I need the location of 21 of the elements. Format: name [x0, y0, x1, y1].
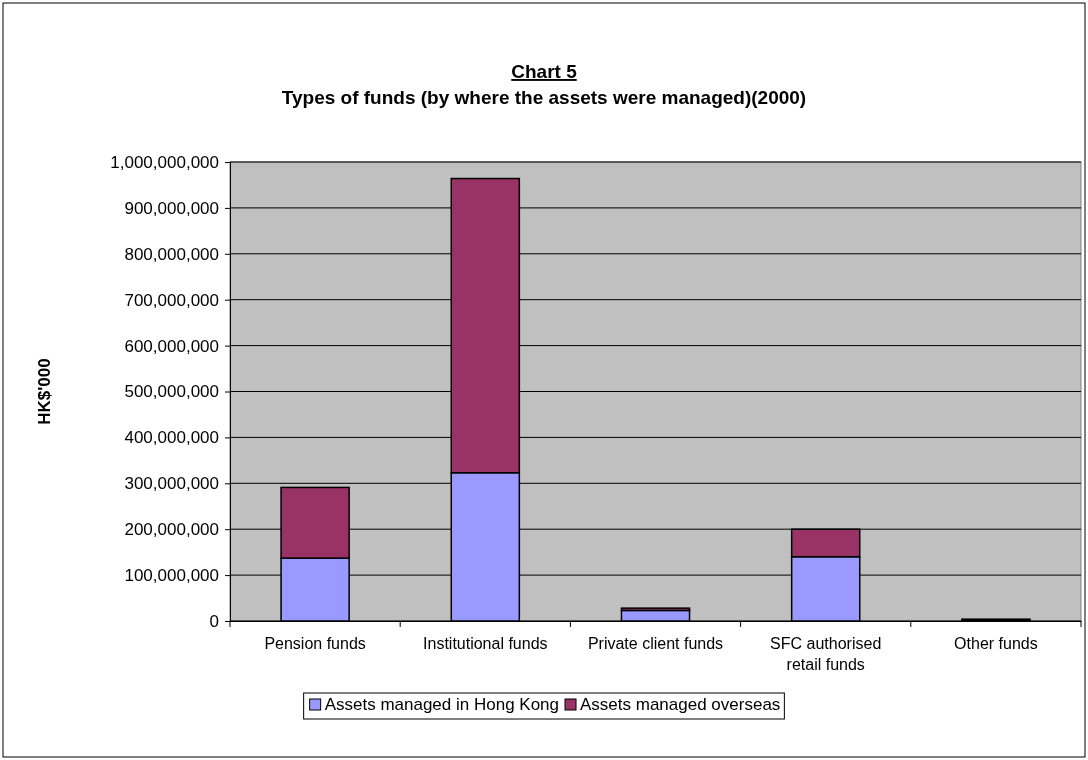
- y-tick-label: 800,000,000: [124, 244, 219, 264]
- legend-label: Assets managed overseas: [580, 695, 781, 714]
- y-tick-label: 200,000,000: [124, 520, 219, 540]
- y-tick-label: 100,000,000: [124, 566, 219, 586]
- y-tick-label: 700,000,000: [124, 290, 219, 310]
- chart-title: Chart 5: [511, 61, 578, 82]
- x-tick-label: Institutional funds: [423, 635, 548, 652]
- y-tick-label: 300,000,000: [124, 474, 219, 494]
- x-tick-label: Private client funds: [587, 635, 724, 652]
- y-tick-label: 400,000,000: [124, 428, 219, 448]
- x-tick-label: Other funds: [954, 635, 1038, 652]
- legend-label: Assets managed in Hong Kong: [324, 695, 560, 714]
- x-tick-label: SFC authorised retail funds: [770, 635, 882, 673]
- y-tick-label: 0: [209, 611, 219, 631]
- y-tick-label: 600,000,000: [124, 336, 219, 356]
- y-tick-label: 900,000,000: [124, 198, 219, 218]
- y-tick-label: 500,000,000: [124, 382, 219, 402]
- chart-subtitle: Types of funds (by where the assets were managed)(2000): [281, 87, 807, 108]
- y-tick-label: 1,000,000,000: [110, 152, 219, 172]
- x-tick-label: Pension funds: [264, 635, 366, 652]
- y-axis-title: HK$'000: [35, 358, 54, 425]
